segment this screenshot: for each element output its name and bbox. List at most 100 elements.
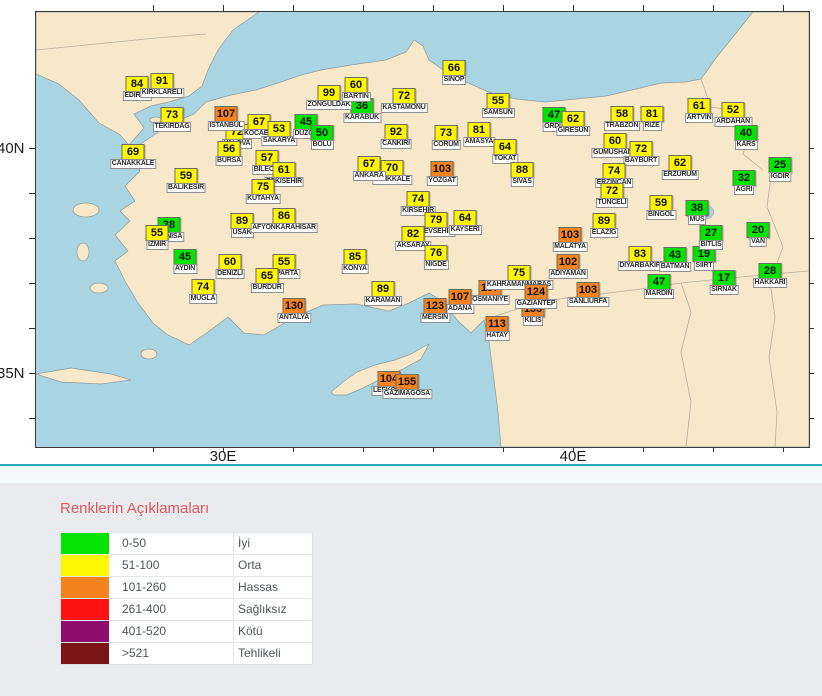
city-marker-sinop[interactable]: 66 SINOP <box>441 60 467 85</box>
city-marker-kirikkale[interactable]: 70 KIRIKKALE <box>371 160 413 185</box>
aqi-value-box[interactable]: 92 <box>384 124 408 140</box>
city-marker-canakkale[interactable]: 69 CANAKKALE <box>109 144 157 169</box>
city-marker-konya[interactable]: 85 KONYA <box>341 249 369 274</box>
aqi-value-box[interactable]: 82 <box>401 226 425 242</box>
aqi-value-box[interactable]: 130 <box>282 298 306 314</box>
city-marker-bitlis[interactable]: 27 BITLIS <box>698 225 724 250</box>
aqi-value-box[interactable]: 107 <box>214 106 238 122</box>
aqi-value-box[interactable]: 56 <box>217 141 241 157</box>
city-marker-gumushane[interactable]: 60 GUMUSHANE <box>590 133 640 158</box>
city-marker-malatya[interactable]: 103 MALATYA <box>552 227 588 252</box>
aqi-value-box[interactable]: 62 <box>668 155 692 171</box>
aqi-value-box[interactable]: 107 <box>448 289 472 305</box>
aqi-value-box[interactable]: 32 <box>732 170 756 186</box>
aqi-value-box[interactable]: 72 <box>629 141 653 157</box>
city-marker-agri[interactable]: 32 AGRI <box>732 170 756 195</box>
aqi-value-box[interactable]: 91 <box>150 73 174 89</box>
city-marker-gazimagosa[interactable]: 155 GAZIMAGOSA <box>381 374 433 399</box>
aqi-value-box[interactable]: 55 <box>486 93 510 109</box>
aqi-value-box[interactable]: 60 <box>344 77 368 93</box>
city-marker-trabzon[interactable]: 58 TRABZON <box>603 106 641 131</box>
aqi-value-box[interactable]: 104 <box>377 371 401 387</box>
aqi-value-box[interactable]: 40 <box>734 125 758 141</box>
city-marker-hatay[interactable]: 113 HATAY <box>484 316 510 341</box>
aqi-value-box[interactable]: 25 <box>768 157 792 173</box>
city-marker-giresun[interactable]: 62 GIRESUN <box>555 111 591 136</box>
aqi-value-box[interactable]: 88 <box>510 162 534 178</box>
city-marker-sanliurfa[interactable]: 103 SANLIURFA <box>566 282 610 307</box>
city-marker-isparta[interactable]: 55 ISPARTA <box>267 254 301 279</box>
aqi-value-box[interactable]: 89 <box>592 213 616 229</box>
aqi-value-box[interactable]: 89 <box>230 213 254 229</box>
city-marker-erzincan[interactable]: 74ERZINCAN <box>594 163 634 188</box>
aqi-value-box[interactable]: 74 <box>602 163 626 179</box>
aqi-value-box[interactable]: 61 <box>272 162 296 178</box>
aqi-value-box[interactable]: 58 <box>610 106 634 122</box>
aqi-value-box[interactable]: 59 <box>174 168 198 184</box>
aqi-value-box[interactable]: 155 <box>395 374 419 390</box>
aqi-value-box[interactable]: 38 <box>685 200 709 216</box>
city-marker-artvin[interactable]: 61 ARTVIN <box>684 98 714 123</box>
aqi-value-box[interactable]: 65 <box>255 268 279 284</box>
city-marker-ardahan[interactable]: 52 ARDAHAN <box>714 102 752 127</box>
city-marker-mus[interactable]: 38 MUS <box>685 200 709 225</box>
city-marker-eskisehir[interactable]: 61 ESKISEHIR <box>264 162 304 187</box>
aqi-value-box[interactable]: 43 <box>663 247 687 263</box>
aqi-value-box[interactable]: 74 <box>406 191 430 207</box>
aqi-value-box[interactable]: 55 <box>272 254 296 270</box>
city-marker-bingol[interactable]: 59 BINGOL <box>645 195 677 220</box>
city-marker-sivas[interactable]: 88 SIVAS <box>510 162 534 187</box>
city-marker-mardin[interactable]: 47 MARDIN <box>643 274 675 299</box>
city-marker-igdir[interactable]: 25 IGDIR <box>768 157 792 182</box>
city-marker-batman[interactable]: 43 BATMAN <box>658 247 692 272</box>
aqi-value-box[interactable]: 81 <box>467 122 491 138</box>
city-marker-siirt[interactable]: 19 SIIRT <box>692 246 716 271</box>
aqi-value-box[interactable]: 62 <box>561 111 585 127</box>
aqi-value-box[interactable]: 124 <box>524 284 548 300</box>
aqi-value-box[interactable]: 103 <box>576 282 600 298</box>
city-marker-samsun[interactable]: 55 SAMSUN <box>481 93 515 118</box>
city-marker-bartin[interactable]: 60 BARTIN <box>341 77 371 102</box>
city-marker-kocaeli[interactable]: 67 KOCAELI <box>241 114 277 139</box>
city-marker-zonguldak[interactable]: 99 ZONGULDAK <box>305 85 353 110</box>
aqi-value-box[interactable]: 72 <box>392 88 416 104</box>
city-marker-denizli[interactable]: 60 DENIZLI <box>215 254 245 279</box>
city-marker-corum[interactable]: 73 CORUM <box>431 125 461 150</box>
city-marker-bayburt[interactable]: 72 BAYBURT <box>622 141 660 166</box>
aqi-value-box[interactable]: 50 <box>310 125 334 141</box>
city-marker-van[interactable]: 20 VAN <box>746 222 770 247</box>
aqi-value-box[interactable]: 102 <box>556 254 580 270</box>
city-marker-kastamonu[interactable]: 72 KASTAMONU <box>380 88 428 113</box>
city-marker-karabuk[interactable]: 36 KARABUK <box>343 98 381 123</box>
city-marker-mugla[interactable]: 74 MUGLA <box>188 279 218 304</box>
aqi-value-box[interactable]: 113 <box>485 316 509 332</box>
city-marker-burdur[interactable]: 65 BURDUR <box>250 268 284 293</box>
aqi-value-box[interactable]: 74 <box>191 279 215 295</box>
city-marker-nigde[interactable]: 76 NIGDE <box>423 245 449 270</box>
city-marker-kars[interactable]: 40 KARS <box>734 125 758 150</box>
city-marker-kirklareli[interactable]: 91 KIRKLARELI <box>139 73 185 98</box>
city-marker-nevsehir[interactable]: 79 NEVSEHIR <box>416 212 456 237</box>
aqi-value-box[interactable]: 52 <box>721 102 745 118</box>
city-marker-sakarya[interactable]: 53 SAKARYA <box>260 121 298 146</box>
city-marker-kirsehir[interactable]: 74 KIRSEHIR <box>400 191 436 216</box>
city-marker-aydin[interactable]: 45 AYDIN <box>172 249 198 274</box>
city-marker-hakkari[interactable]: 28 HAKKARI <box>752 263 788 288</box>
city-marker-aksaray[interactable]: 82 AKSARAY <box>394 226 432 251</box>
city-marker-kutahya[interactable]: 75 KUTAHYA <box>245 179 281 204</box>
aqi-value-box[interactable]: 79 <box>424 212 448 228</box>
city-marker-sirnak[interactable]: 17 SIRNAK <box>709 270 739 295</box>
city-marker-tokat[interactable]: 64 TOKAT <box>491 139 519 164</box>
aqi-value-box[interactable]: 53 <box>267 121 291 137</box>
city-marker-gaziantep[interactable]: 124 GAZIANTEP <box>514 284 558 309</box>
aqi-value-box[interactable]: 27 <box>699 225 723 241</box>
city-marker-erzurum[interactable]: 62 ERZURUM <box>661 155 699 180</box>
aqi-value-box[interactable]: 72 <box>600 183 624 199</box>
aqi-value-box[interactable]: 103 <box>430 161 454 177</box>
city-marker-afyonkarahisar[interactable]: 86 AFYONKARAHISAR <box>250 208 318 233</box>
aqi-value-box[interactable]: 83 <box>628 246 652 262</box>
aqi-value-box[interactable]: 75 <box>251 179 275 195</box>
aqi-value-box[interactable]: 70 <box>380 160 404 176</box>
aqi-value-box[interactable]: 64 <box>453 210 477 226</box>
city-marker-adiyaman[interactable]: 102 ADIYAMAN <box>548 254 588 279</box>
